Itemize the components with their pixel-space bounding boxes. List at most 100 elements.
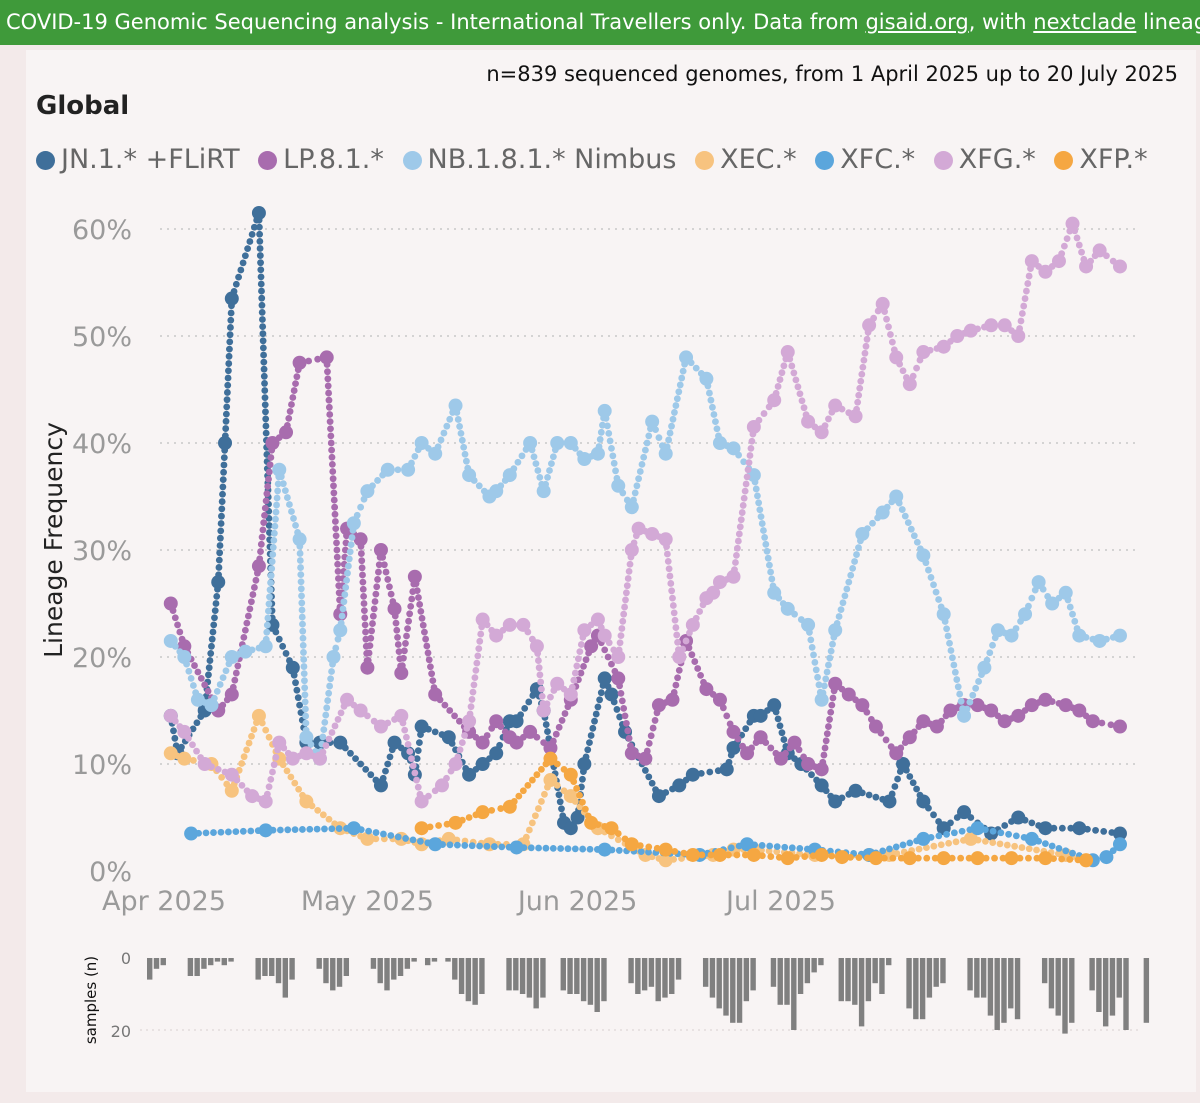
data-point[interactable] bbox=[1072, 628, 1087, 643]
data-point[interactable] bbox=[882, 794, 897, 809]
data-point[interactable] bbox=[990, 623, 1005, 638]
data-point[interactable] bbox=[902, 851, 917, 866]
data-point[interactable] bbox=[462, 714, 477, 729]
data-point[interactable] bbox=[224, 650, 239, 664]
data-point[interactable] bbox=[285, 751, 300, 766]
data-point[interactable] bbox=[685, 617, 700, 632]
data-point[interactable] bbox=[428, 687, 443, 702]
data-point[interactable] bbox=[251, 708, 266, 723]
data-point[interactable] bbox=[563, 767, 578, 782]
data-point[interactable] bbox=[373, 778, 388, 793]
data-point[interactable] bbox=[272, 735, 287, 750]
data-point[interactable] bbox=[1038, 851, 1053, 866]
data-point[interactable] bbox=[841, 687, 856, 702]
data-point[interactable] bbox=[672, 778, 687, 793]
data-point[interactable] bbox=[712, 847, 727, 862]
data-point[interactable] bbox=[190, 692, 205, 707]
data-point[interactable] bbox=[658, 446, 673, 461]
data-point[interactable] bbox=[563, 687, 578, 702]
data-point[interactable] bbox=[651, 698, 666, 713]
data-point[interactable] bbox=[685, 847, 700, 862]
data-point[interactable] bbox=[346, 821, 361, 836]
data-point[interactable] bbox=[577, 623, 592, 638]
data-point[interactable] bbox=[902, 730, 917, 745]
data-point[interactable] bbox=[489, 714, 504, 729]
data-point[interactable] bbox=[346, 516, 361, 531]
data-point[interactable] bbox=[604, 821, 619, 836]
data-point[interactable] bbox=[1099, 850, 1114, 865]
data-point[interactable] bbox=[529, 682, 544, 697]
data-point[interactable] bbox=[970, 698, 985, 713]
data-point[interactable] bbox=[204, 698, 219, 713]
data-point[interactable] bbox=[767, 698, 782, 713]
data-point[interactable] bbox=[448, 815, 463, 830]
data-point[interactable] bbox=[868, 851, 883, 866]
data-point[interactable] bbox=[509, 735, 524, 750]
data-point[interactable] bbox=[767, 393, 782, 408]
data-point[interactable] bbox=[1112, 628, 1127, 643]
data-point[interactable] bbox=[1024, 698, 1039, 713]
data-point[interactable] bbox=[1038, 821, 1053, 836]
data-point[interactable] bbox=[855, 526, 870, 541]
data-point[interactable] bbox=[502, 617, 517, 632]
data-point[interactable] bbox=[475, 757, 490, 771]
data-point[interactable] bbox=[1018, 607, 1033, 622]
data-point[interactable] bbox=[299, 730, 314, 745]
data-point[interactable] bbox=[1038, 264, 1053, 279]
data-point[interactable] bbox=[360, 484, 375, 499]
data-point[interactable] bbox=[638, 751, 653, 766]
data-point[interactable] bbox=[726, 724, 741, 739]
data-point[interactable] bbox=[726, 569, 741, 584]
data-point[interactable] bbox=[699, 682, 714, 697]
data-point[interactable] bbox=[631, 521, 646, 536]
data-point[interactable] bbox=[916, 794, 931, 809]
data-point[interactable] bbox=[814, 762, 829, 777]
data-point[interactable] bbox=[292, 532, 307, 547]
data-point[interactable] bbox=[875, 505, 890, 520]
data-point[interactable] bbox=[645, 414, 660, 429]
data-point[interactable] bbox=[889, 746, 904, 761]
data-point[interactable] bbox=[624, 837, 639, 852]
data-point[interactable] bbox=[848, 409, 863, 424]
data-point[interactable] bbox=[685, 767, 700, 782]
data-point[interactable] bbox=[984, 703, 999, 718]
data-point[interactable] bbox=[1112, 837, 1127, 852]
data-point[interactable] bbox=[828, 794, 843, 809]
data-point[interactable] bbox=[753, 730, 768, 745]
data-point[interactable] bbox=[814, 778, 829, 793]
data-point[interactable] bbox=[414, 794, 429, 809]
data-point[interactable] bbox=[475, 735, 490, 750]
data-point[interactable] bbox=[1112, 719, 1127, 734]
data-point[interactable] bbox=[835, 850, 849, 865]
data-point[interactable] bbox=[780, 345, 795, 360]
data-point[interactable] bbox=[828, 676, 843, 691]
data-point[interactable] bbox=[224, 687, 239, 702]
data-point[interactable] bbox=[536, 703, 551, 718]
data-point[interactable] bbox=[1024, 254, 1039, 269]
data-point[interactable] bbox=[550, 676, 565, 691]
data-point[interactable] bbox=[1011, 708, 1026, 723]
data-point[interactable] bbox=[611, 650, 626, 664]
data-point[interactable] bbox=[950, 329, 965, 343]
data-point[interactable] bbox=[957, 708, 972, 723]
data-point[interactable] bbox=[868, 719, 883, 734]
data-point[interactable] bbox=[211, 575, 226, 590]
data-point[interactable] bbox=[590, 446, 605, 461]
data-point[interactable] bbox=[814, 425, 829, 440]
data-point[interactable] bbox=[523, 724, 538, 739]
data-point[interactable] bbox=[197, 757, 212, 771]
data-point[interactable] bbox=[299, 794, 314, 809]
data-point[interactable] bbox=[258, 639, 273, 654]
data-point[interactable] bbox=[597, 403, 612, 418]
data-point[interactable] bbox=[394, 708, 409, 723]
data-point[interactable] bbox=[489, 746, 504, 761]
data-point[interactable] bbox=[462, 767, 477, 782]
data-point[interactable] bbox=[1112, 826, 1127, 841]
data-point[interactable] bbox=[672, 650, 687, 664]
data-point[interactable] bbox=[563, 789, 578, 804]
data-point[interactable] bbox=[1004, 851, 1019, 866]
data-point[interactable] bbox=[373, 543, 388, 557]
data-point[interactable] bbox=[1058, 698, 1073, 713]
data-point[interactable] bbox=[814, 692, 829, 707]
data-point[interactable] bbox=[1031, 575, 1046, 590]
